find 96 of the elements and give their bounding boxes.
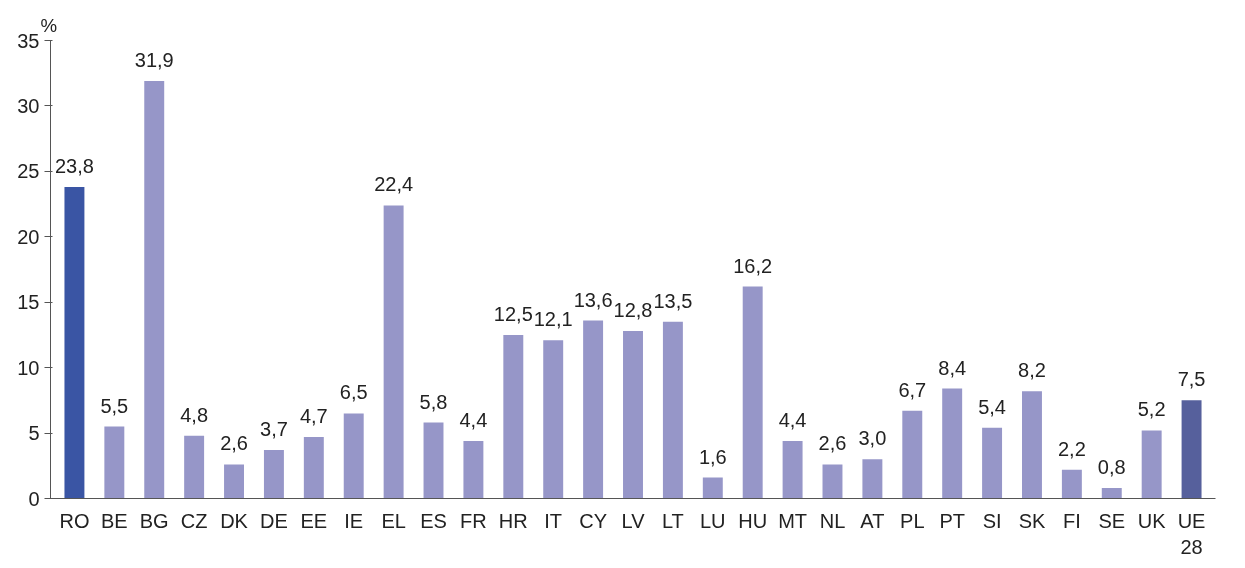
bar <box>782 440 803 499</box>
data-label: 4,7 <box>299 405 328 427</box>
bar <box>1061 469 1082 499</box>
x-tick-label: BE <box>101 509 128 532</box>
x-tick-label: BG <box>139 509 169 532</box>
bar <box>742 286 763 499</box>
bar <box>104 426 125 499</box>
bar <box>583 320 604 499</box>
bar <box>662 321 683 499</box>
x-tick-label: LV <box>621 509 646 532</box>
data-label: 4,8 <box>180 403 209 426</box>
bar <box>184 435 205 499</box>
bar <box>224 464 244 499</box>
x-tick-label: CY <box>579 509 608 532</box>
data-label: 16,2 <box>733 254 773 277</box>
data-label: 5,8 <box>419 390 448 413</box>
bar <box>423 422 444 499</box>
data-label: 3,7 <box>260 418 288 441</box>
data-label: 12,5 <box>493 302 533 325</box>
bar <box>623 331 643 499</box>
x-tick-label: UK <box>1137 509 1167 532</box>
bar <box>343 413 364 499</box>
x-tick-label: FI <box>1062 509 1081 532</box>
x-tick-label: LT <box>661 509 684 532</box>
bar <box>1101 488 1122 499</box>
data-label: 7,5 <box>1177 368 1206 391</box>
data-label: 13,6 <box>573 288 613 311</box>
data-label: 13,5 <box>653 289 693 312</box>
y-axis-title: % <box>40 14 58 36</box>
bar <box>503 334 524 499</box>
x-tick-label: EL <box>381 509 406 532</box>
y-tick-label: 30 <box>17 94 40 117</box>
data-label: 8,4 <box>938 356 967 379</box>
bar <box>902 410 923 499</box>
data-label: 22,4 <box>374 173 414 196</box>
data-label: 2,2 <box>1057 437 1086 460</box>
bar <box>144 81 165 499</box>
data-label: 5,2 <box>1137 398 1166 421</box>
bar <box>982 427 1003 499</box>
x-tick-label: SK <box>1018 509 1046 532</box>
data-label: 5,5 <box>100 394 129 417</box>
bar <box>543 340 564 499</box>
data-label: 12,8 <box>613 299 653 321</box>
x-tick-label: NL <box>819 509 846 532</box>
bar <box>64 187 85 499</box>
data-label: 8,2 <box>1018 359 1046 382</box>
data-label: 3,0 <box>858 427 887 450</box>
data-label: 2,6 <box>818 432 847 455</box>
y-tick-label: 0 <box>28 487 40 510</box>
y-tick-label: 25 <box>17 160 40 183</box>
y-tick-label: 10 <box>17 356 40 379</box>
bar <box>463 440 484 499</box>
data-label: 5,4 <box>978 395 1006 418</box>
bar <box>862 459 883 499</box>
bar <box>383 205 404 499</box>
x-tick-label: CZ <box>180 509 208 532</box>
x-tick-label: IT <box>544 509 563 532</box>
x-tick-label: UE 28 <box>1177 509 1206 558</box>
x-tick-label: HR <box>498 509 528 532</box>
x-tick-label: RO <box>59 509 90 532</box>
data-label: 23,8 <box>54 155 94 178</box>
bar <box>702 477 723 499</box>
data-label: 4,4 <box>778 408 807 431</box>
x-tick-label: PT <box>939 509 965 532</box>
bar <box>822 464 843 499</box>
y-tick-label: 15 <box>17 291 40 314</box>
bar <box>303 437 324 499</box>
x-tick-label: FR <box>460 509 487 532</box>
data-label: 31,9 <box>134 49 174 72</box>
y-tick-label: 35 <box>17 29 40 52</box>
bar <box>1141 430 1162 499</box>
x-tick-label: ES <box>420 509 447 532</box>
bar <box>1181 400 1202 499</box>
x-tick-label: SE <box>1098 509 1126 532</box>
x-tick-label: PL <box>900 509 925 532</box>
x-tick-label: AT <box>860 509 885 532</box>
y-tick-label: 5 <box>28 422 40 445</box>
data-label: 12,1 <box>533 308 573 331</box>
x-tick-label: IE <box>344 509 364 532</box>
x-tick-label: DE <box>260 509 288 532</box>
bar <box>942 388 963 499</box>
data-label: 1,6 <box>698 445 727 468</box>
data-label: 0,8 <box>1097 456 1126 479</box>
x-tick-label: SI <box>982 509 1002 532</box>
x-tick-label: HU <box>738 509 768 532</box>
data-label: 6,5 <box>339 381 368 404</box>
x-tick-label: MT <box>778 509 808 532</box>
y-tick-label: 20 <box>17 225 40 248</box>
x-tick-label: LU <box>700 509 726 532</box>
data-label: 2,6 <box>220 432 248 455</box>
bar <box>1022 391 1042 499</box>
bar <box>263 450 284 499</box>
data-label: 4,4 <box>459 408 488 431</box>
data-label: 6,7 <box>898 378 927 401</box>
x-tick-label: EE <box>300 509 328 532</box>
x-tick-label: DK <box>220 509 249 532</box>
